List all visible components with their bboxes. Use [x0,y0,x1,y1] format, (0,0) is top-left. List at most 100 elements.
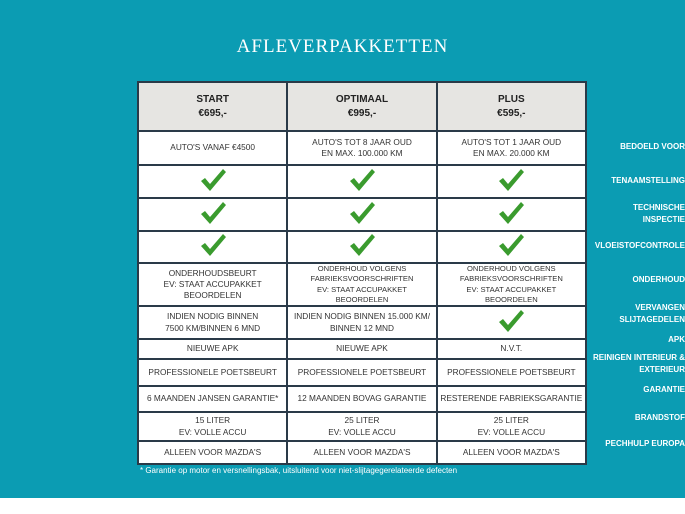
table-cell: 15 LITER EV: VOLLE ACCU [136,411,289,442]
table-cell: AUTO'S TOT 1 JAAR OUD EN MAX. 20.000 KM [435,130,588,166]
row-label: APK [556,330,685,350]
row-label: TENAAMSTELLING [556,164,685,197]
cell-line: AUTO'S TOT 1 JAAR OUD [461,136,562,147]
row-label: VLOEISTOFCONTROLE [556,230,685,262]
packages-table: START €695,- OPTIMAAL €995,- PLUS €595,- AUTO… [136,81,588,465]
table-cell: PROFESSIONELE POETSBEURT [136,358,289,387]
row-label-line: TENAAMSTELLING [611,175,685,185]
row-label-line: PECHHULP EUROPA [605,438,685,448]
row-label: GARANTIE [556,377,685,403]
row-label-line: REINIGEN INTERIEUR & [592,353,685,363]
table-row [136,230,588,264]
row-label: PECHHULP EUROPA [556,432,685,455]
cell-line: ALLEEN VOOR MAZDA'S [462,446,560,457]
row-label-line: GARANTIE [643,385,685,395]
footnote: * Garantie op motor en versnellingsbak, … [140,466,458,475]
table-cell [435,197,588,232]
row-label-line: APK [668,335,685,345]
check-icon [348,234,376,259]
cell-line: EN MAX. 20.000 KM [473,148,550,158]
package-price: €695,- [198,107,227,119]
row-label-line: ONDERHOUD [632,274,685,284]
cell-line: 6 MAANDEN JANSEN GARANTIE* [146,393,279,404]
table-cell: ONDERHOUD VOLGENS FABRIEKSVOORSCHRIFTEN EV… [286,262,438,307]
row-label-line: EXTERIEUR [639,364,685,374]
cell-line: 25 LITER [344,415,380,426]
table-cell: 12 MAANDEN BOVAG GARANTIE [286,385,438,413]
table-cell [435,230,588,264]
cell-line: FABRIEKSVOORSCHRIFTEN [310,274,414,284]
row-label-line: VERVANGEN [635,303,685,313]
table-cell: NIEUWE APK [136,338,289,360]
check-icon [497,201,525,227]
row-label-line: VLOEISTOFCONTROLE [594,241,685,251]
row-label: BRANDSTOF [556,403,685,432]
cell-line: EV: VOLLE ACCU [477,426,546,437]
table-cell [136,197,289,232]
cell-line: ONDERHOUDSBEURT [168,267,257,278]
table-cell: ALLEEN VOOR MAZDA'S [286,440,438,465]
row-label: TECHNISCHE INSPECTIE [556,197,685,230]
table-cell: PROFESSIONELE POETSBEURT [435,358,588,387]
check-icon [497,234,525,259]
row-label-line: TECHNISCHE [632,203,685,213]
row-label: ONDERHOUD [556,262,685,297]
cell-line: ONDERHOUD VOLGENS [317,264,407,273]
cell-line: 7500 KM/BINNEN 6 MND [165,322,261,333]
table-cell: N.V.T. [435,338,588,360]
row-label: VERVANGEN SLIJTAGEDELEN [556,297,685,330]
cell-line: PROFESSIONELE POETSBEURT [447,366,576,377]
row-label-line: SLIJTAGEDELEN [619,314,685,324]
table-cell: ONDERHOUD VOLGENS FABRIEKSVOORSCHRIFTEN EV… [435,262,588,307]
check-icon [199,234,227,259]
check-icon [199,168,227,194]
row-label-line: BRANDSTOF [634,412,685,422]
table-row: ALLEEN VOOR MAZDA'S ALLEEN VOOR MAZDA'S AL… [136,440,588,465]
table-cell [136,230,289,264]
table-cell: ONDERHOUDSBEURT EV: STAAT ACCUPAKKET BEOO… [136,262,289,307]
table-cell: RESTERENDE FABRIEKSGARANTIE [435,385,588,413]
check-icon [348,168,376,194]
table-row: NIEUWE APK NIEUWE APK N.V.T. [136,338,588,360]
package-header-plus: PLUS €595,- [435,81,588,132]
cell-line: EV: VOLLE ACCU [328,426,396,437]
package-name: PLUS [497,93,525,105]
cell-line: ONDERHOUD VOLGENS [467,264,556,273]
table-row: INDIEN NODIG BINNEN 7500 KM/BINNEN 6 MND I… [136,305,588,340]
cell-line: INDIEN NODIG BINNEN [167,311,259,322]
row-label-line: INSPECTIE [642,214,685,224]
cell-line: ALLEEN VOOR MAZDA'S [313,446,411,457]
package-header-start: START €695,- [136,81,289,132]
table-cell: 6 MAANDEN JANSEN GARANTIE* [136,385,289,413]
table-cell: INDIEN NODIG BINNEN 7500 KM/BINNEN 6 MND [136,305,289,340]
cell-line: 15 LITER [195,415,231,426]
table-cell [286,164,438,199]
package-price: €995,- [347,107,377,119]
cell-line: 12 MAANDEN BOVAG GARANTIE [297,393,427,404]
cell-line: PROFESSIONELE POETSBEURT [297,366,427,377]
row-label-line: BEDOELD VOOR [620,142,685,152]
row-label: REINIGEN INTERIEUR & EXTERIEUR [556,350,685,377]
cell-line: EV: STAAT ACCUPAKKET BEOORDELEN [466,284,557,304]
cell-line: AUTO'S TOT 8 JAAR OUD [312,136,412,147]
check-icon [497,168,525,194]
package-header-optimaal: OPTIMAAL €995,- [286,81,438,132]
row-label: BEDOELD VOOR [556,130,685,164]
table-row [136,164,588,199]
cell-line: INDIEN NODIG BINNEN 15.000 KM/ [293,311,430,322]
table-cell [136,164,289,199]
table-cell [435,164,588,199]
table-cell: 25 LITER EV: VOLLE ACCU [435,411,588,442]
cell-line: BINNEN 12 MND [329,322,395,333]
table-cell: AUTO'S VANAF €4500 [136,130,289,166]
table-row [136,197,588,232]
table-cell: 25 LITER EV: VOLLE ACCU [286,411,438,442]
table-cell: INDIEN NODIG BINNEN 15.000 KM/BINNEN 12 … [286,305,438,340]
table-cell [286,230,438,264]
cell-line: AUTO'S VANAF €4500 [170,142,256,153]
table-row: 15 LITER EV: VOLLE ACCU 25 LITER EV: VOLLE … [136,411,588,442]
table-row: ONDERHOUDSBEURT EV: STAAT ACCUPAKKET BEOO… [136,262,588,307]
cell-line: NIEUWE APK [336,343,388,354]
package-name: OPTIMAAL [335,93,389,105]
table-cell: ALLEEN VOOR MAZDA'S [136,440,289,465]
